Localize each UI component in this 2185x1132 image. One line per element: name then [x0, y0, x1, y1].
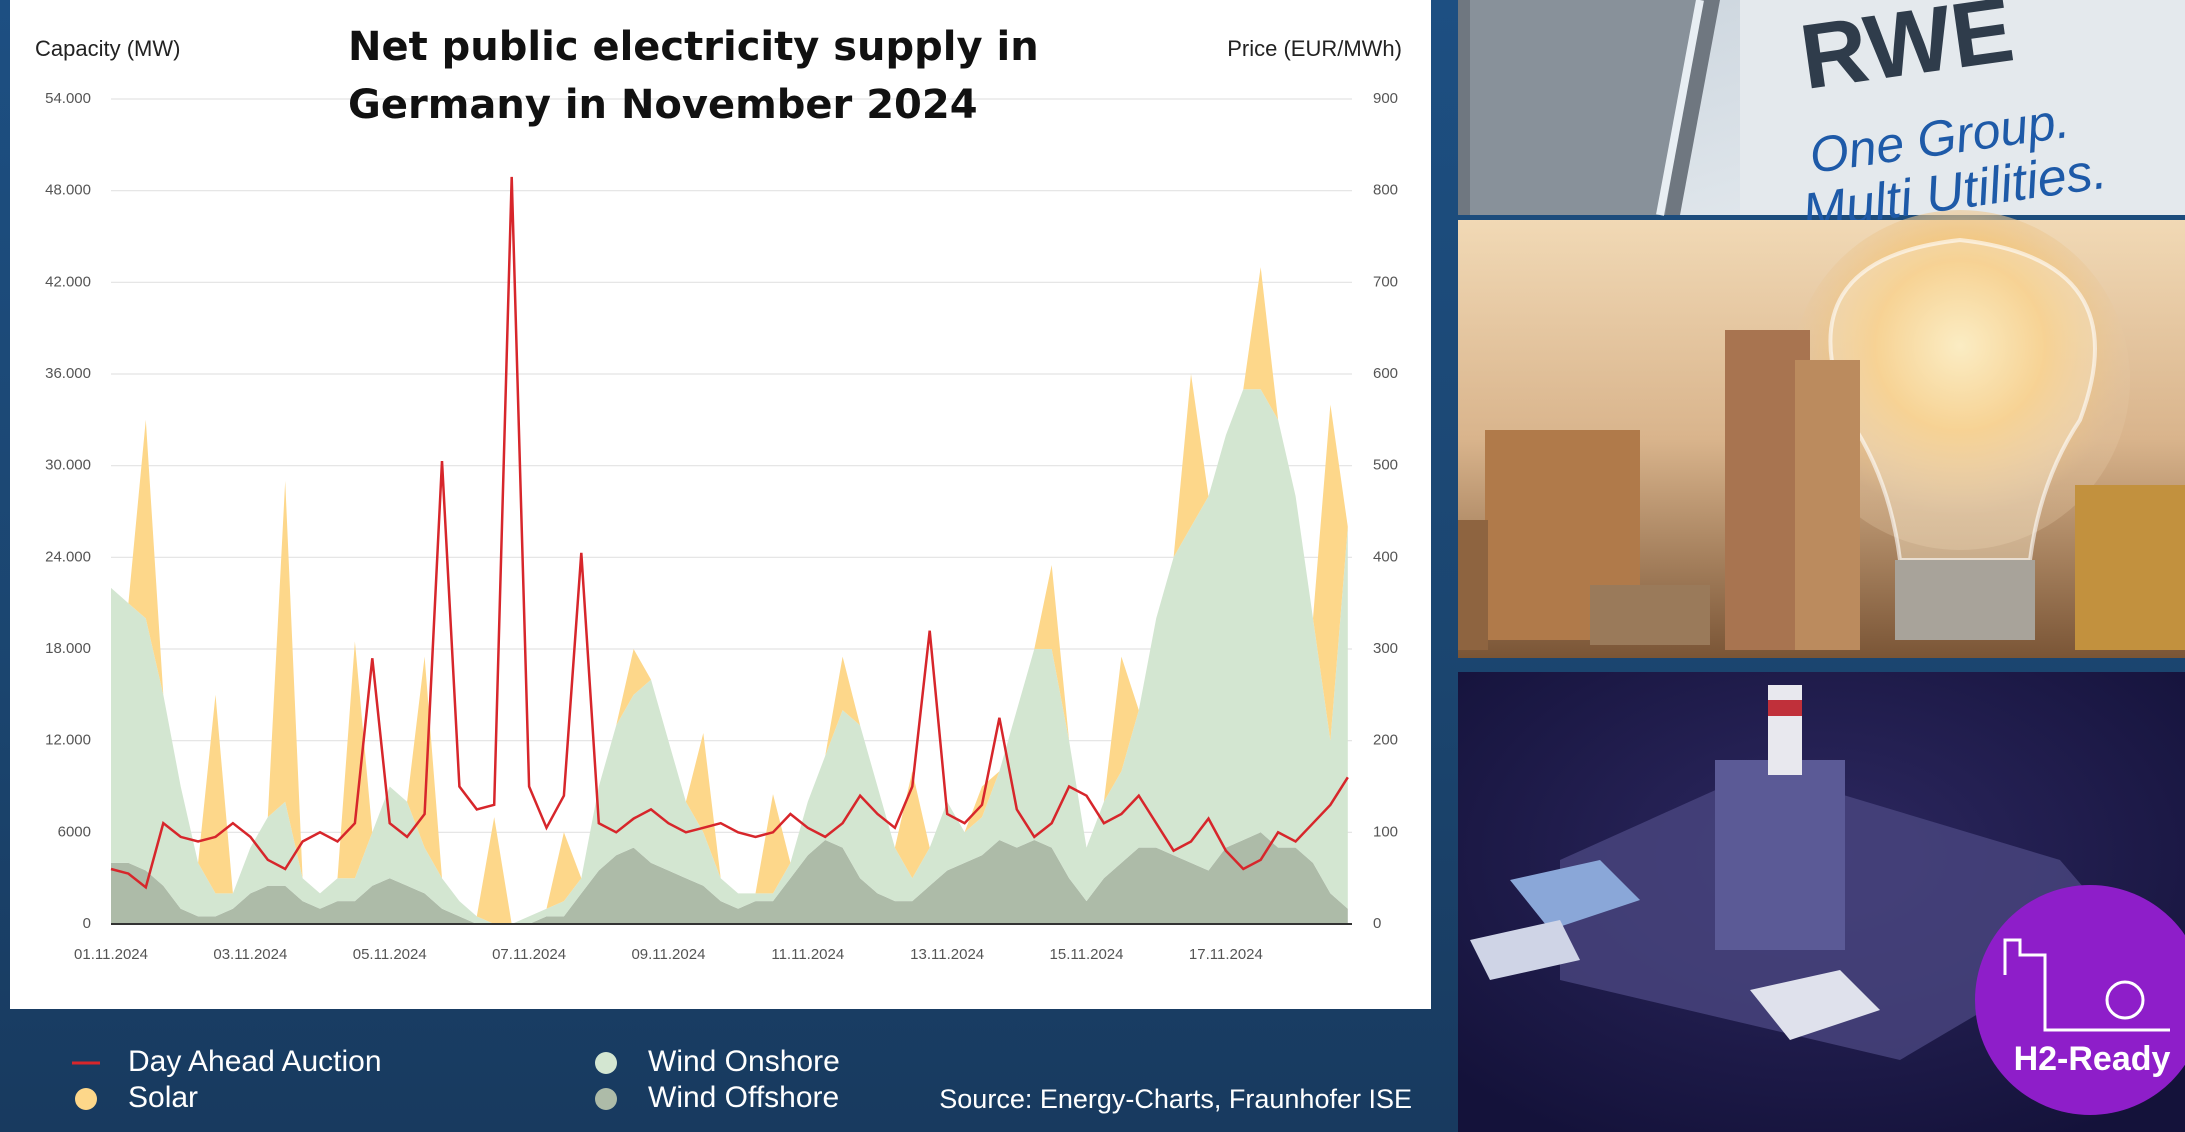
legend-swatch [595, 1088, 617, 1110]
x-tick-label: 13.11.2024 [910, 946, 984, 963]
y-tick-label: 0 [83, 915, 91, 932]
area [111, 267, 1348, 925]
y2-tick-label: 600 [1373, 365, 1398, 382]
legend-swatch [595, 1052, 617, 1074]
source-note: Source: Energy-Charts, Fraunhofer ISE [939, 1084, 1412, 1114]
legend-label: Wind Onshore [648, 1045, 840, 1078]
area [111, 389, 1348, 924]
y2-tick-label: 300 [1373, 640, 1398, 657]
y-tick-label: 54.000 [45, 90, 91, 107]
y-axis-label: Capacity (MW) [35, 36, 180, 61]
x-tick-label: 05.11.2024 [353, 946, 427, 963]
y2-tick-label: 100 [1373, 823, 1398, 840]
photo-coins [1458, 210, 2185, 658]
x-tick-label: 07.11.2024 [492, 946, 566, 963]
y2-tick-label: 0 [1373, 915, 1381, 932]
x-tick-label: 01.11.2024 [74, 946, 148, 963]
y-tick-label: 36.000 [45, 365, 91, 382]
chart-title: Net public electricity supply in Germany… [348, 24, 1039, 128]
x-tick-label: 15.11.2024 [1050, 946, 1124, 963]
photo-plant: H2-Ready [1458, 672, 2185, 1132]
y-tick-label: 48.000 [45, 182, 91, 199]
area [111, 832, 1348, 924]
y2-axis-label: Price (EUR/MWh) [1227, 36, 1402, 61]
areas [111, 267, 1348, 925]
y-tick-label: 24.000 [45, 548, 91, 565]
x-tick-label: 11.11.2024 [771, 946, 844, 963]
legend-swatch [75, 1088, 97, 1110]
y2-tick-label: 500 [1373, 457, 1398, 474]
photo-rwe: RWE One Group. Multi Utilities. [1458, 0, 2185, 242]
y2-tick-label: 800 [1373, 182, 1398, 199]
y2-tick-label: 400 [1373, 548, 1398, 565]
legend-label: Wind Offshore [648, 1081, 839, 1114]
y2-tick-label: 200 [1373, 732, 1398, 749]
y-tick-label: 18.000 [45, 640, 91, 657]
y-tick-label: 6000 [58, 823, 91, 840]
price-line [110, 176, 1349, 890]
h2-badge: H2-Ready [2014, 1040, 2171, 1078]
y2-tick-label: 900 [1373, 90, 1398, 107]
x-tick-label: 09.11.2024 [631, 946, 705, 963]
grid [111, 98, 1352, 925]
x-tick-label: 03.11.2024 [213, 946, 287, 963]
y-tick-label: 30.000 [45, 457, 91, 474]
y-tick-label: 42.000 [45, 273, 91, 290]
legend-label: Day Ahead Auction [128, 1045, 382, 1078]
y2-tick-label: 700 [1373, 273, 1398, 290]
lines [110, 176, 1352, 925]
ticks: 0600012.00018.00024.00030.00036.00042.00… [45, 90, 1398, 963]
x-tick-label: 17.11.2024 [1189, 946, 1263, 963]
legend-label: Solar [128, 1081, 198, 1114]
y-tick-label: 12.000 [45, 732, 91, 749]
